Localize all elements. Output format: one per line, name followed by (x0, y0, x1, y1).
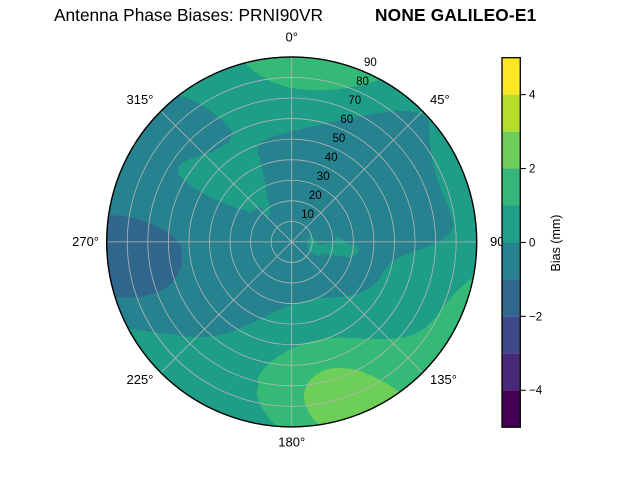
svg-text:225°: 225° (127, 372, 154, 387)
svg-text:Bias (mm): Bias (mm) (549, 215, 563, 272)
svg-text:30: 30 (317, 171, 330, 183)
svg-text:180°: 180° (278, 435, 305, 450)
svg-text:0: 0 (529, 237, 535, 249)
svg-text:40: 40 (325, 152, 338, 164)
svg-text:135°: 135° (430, 372, 457, 387)
svg-text:70: 70 (348, 95, 361, 107)
svg-text:270°: 270° (72, 234, 99, 249)
svg-text:315°: 315° (127, 92, 154, 107)
svg-text:50: 50 (333, 133, 346, 145)
svg-text:2: 2 (529, 164, 535, 176)
svg-text:10: 10 (301, 209, 314, 221)
svg-text:80: 80 (356, 76, 369, 88)
svg-text:90: 90 (364, 57, 377, 69)
svg-text:20: 20 (309, 190, 322, 202)
svg-text:−2: −2 (529, 311, 542, 323)
svg-text:60: 60 (340, 114, 353, 126)
svg-text:−4: −4 (529, 385, 543, 397)
svg-text:4: 4 (529, 90, 536, 102)
svg-text:0°: 0° (285, 30, 297, 45)
svg-text:45°: 45° (430, 92, 450, 107)
